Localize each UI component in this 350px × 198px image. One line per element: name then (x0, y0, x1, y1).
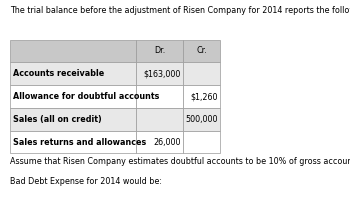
Bar (10, 85, 136, 108)
Text: $163,000: $163,000 (143, 69, 181, 78)
Bar (10, 62, 136, 85)
Text: 500,000: 500,000 (185, 115, 217, 124)
Text: $1,260: $1,260 (190, 92, 217, 101)
Text: 26,000: 26,000 (153, 138, 181, 147)
Bar (136, 40, 183, 62)
Bar (183, 62, 220, 85)
Bar (183, 108, 220, 131)
Bar (136, 131, 183, 153)
Text: Sales returns and allowances: Sales returns and allowances (13, 138, 146, 147)
Text: Sales (all on credit): Sales (all on credit) (13, 115, 102, 124)
Bar (10, 131, 136, 153)
Bar (183, 85, 220, 108)
Text: Assume that Risen Company estimates doubtful accounts to be 10% of gross account: Assume that Risen Company estimates doub… (10, 157, 350, 166)
Text: Cr.: Cr. (196, 47, 207, 55)
Text: Dr.: Dr. (154, 47, 165, 55)
Bar (10, 108, 136, 131)
Bar (10, 40, 136, 62)
Text: Bad Debt Expense for 2014 would be:: Bad Debt Expense for 2014 would be: (10, 177, 162, 186)
Text: Accounts receivable: Accounts receivable (13, 69, 104, 78)
Bar (183, 131, 220, 153)
Bar (136, 62, 183, 85)
Text: Allowance for doubtful accounts: Allowance for doubtful accounts (13, 92, 159, 101)
Bar (136, 108, 183, 131)
Bar (183, 40, 220, 62)
Bar (136, 85, 183, 108)
Text: The trial balance before the adjustment of Risen Company for 2014 reports the fo: The trial balance before the adjustment … (10, 6, 350, 15)
